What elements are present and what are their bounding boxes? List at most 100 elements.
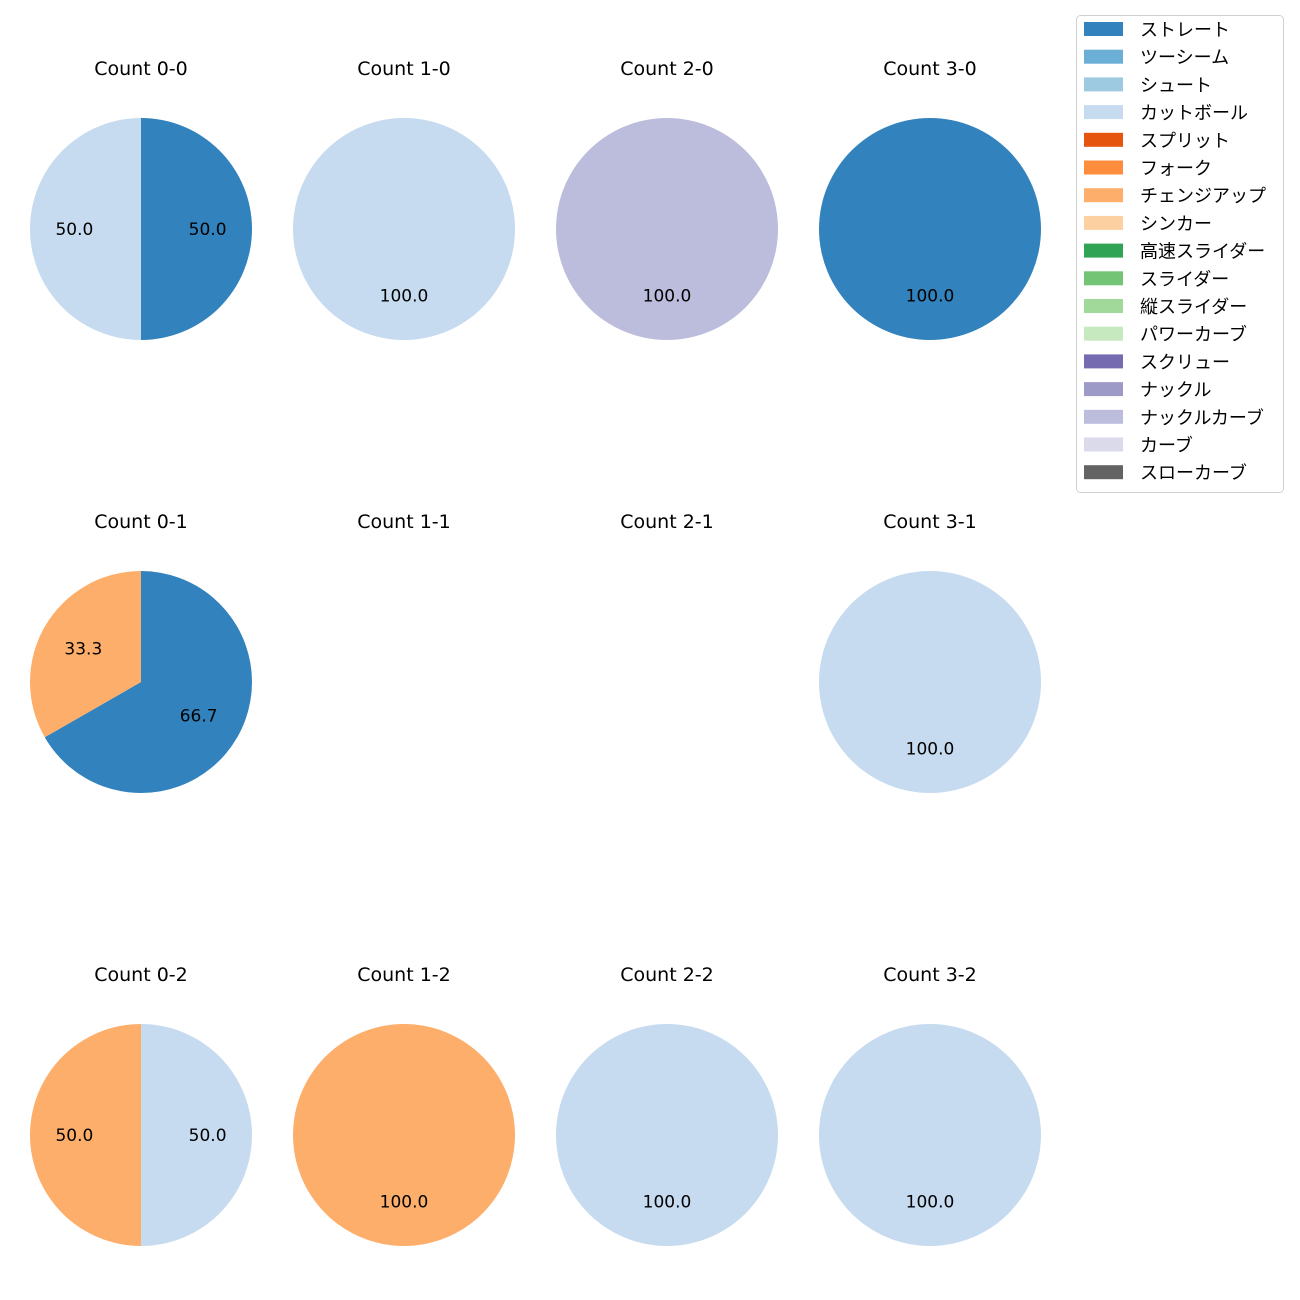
pie-title: Count 3-0 [883,58,977,80]
legend-swatch [1084,271,1123,286]
pie-slice [556,118,778,340]
pie-count-1-0: Count 1-0 100.0 [293,58,515,340]
legend-label: カットボール [1140,103,1248,124]
legend-label: ツーシーム [1140,48,1229,69]
pie-title: Count 2-0 [620,58,714,80]
legend-item: ストレート [1084,20,1230,41]
legend-label: スプリット [1140,131,1230,152]
pie-title: Count 3-1 [883,511,977,533]
legend-label: シンカー [1140,214,1212,235]
pie-title: Count 0-2 [94,964,188,986]
legend-item: 高速スライダー [1084,242,1265,263]
legend-item: スクリュー [1084,352,1230,373]
legend-item: シンカー [1084,214,1212,235]
legend-swatch [1084,105,1123,120]
pie-title: Count 2-2 [620,964,714,986]
pie-slice-label: 33.3 [64,640,102,660]
pie-title: Count 1-2 [357,964,451,986]
legend: ストレートツーシームシュートカットボールスプリットフォークチェンジアップシンカー… [1076,15,1284,493]
legend-label: ナックル [1140,380,1211,401]
pie-count-0-0: Count 0-0 50.0 50.0 [30,58,252,340]
pie-slice [293,118,515,340]
pie-slice [293,1024,515,1246]
legend-swatch [1084,22,1123,36]
pie-count-3-2: Count 3-2 100.0 [819,964,1041,1246]
pie-count-2-2: Count 2-2 100.0 [556,964,778,1246]
pie-slice-label: 50.0 [55,1126,93,1146]
pie-title: Count 2-1 [620,511,714,533]
legend-swatch [1084,188,1123,203]
legend-item: カーブ [1084,435,1193,457]
legend-item: スプリット [1084,131,1230,152]
pie-slice-label: 66.7 [180,706,218,726]
legend-item: チェンジアップ [1084,186,1266,207]
legend-label: スライダー [1140,269,1229,290]
legend-item: シュート [1084,75,1212,96]
legend-label: ナックルカーブ [1140,407,1264,429]
legend-label: カーブ [1140,435,1193,457]
pie-slice [30,118,141,340]
pie-slice-label: 50.0 [189,1126,227,1146]
legend-swatch [1084,215,1123,230]
pie-slice [44,571,252,793]
pie-count-3-0: Count 3-0 100.0 [819,58,1041,340]
legend-swatch [1084,160,1123,175]
legend-swatch [1084,437,1123,452]
legend-label: シュート [1140,75,1212,96]
legend-swatch [1084,354,1123,369]
pie-slice-label: 50.0 [55,220,93,240]
pie-count-0-2: Count 0-2 50.0 50.0 [30,964,252,1246]
legend-swatch [1084,326,1123,341]
legend-frame [1076,15,1284,493]
pie-slice-label: 100.0 [380,287,429,307]
legend-item: カットボール [1084,103,1248,124]
pie-slice [556,1024,778,1246]
pie-count-1-1: Count 1-1 [357,511,451,533]
pie-count-2-1: Count 2-1 [620,511,714,533]
pie-slice [141,118,252,340]
pie-slice [29,571,141,738]
pie-slice [30,1024,141,1246]
legend-item: 縦スライダー [1084,297,1247,318]
pie-slice-label: 100.0 [906,740,955,760]
legend-swatch [1084,243,1123,258]
legend-item: フォーク [1084,159,1212,180]
legend-item: スローカーブ [1084,462,1247,484]
pie-slice-label: 50.0 [189,220,227,240]
pie-slice [141,1024,252,1246]
pie-count-3-1: Count 3-1 100.0 [819,511,1041,793]
legend-swatch [1084,49,1123,64]
legend-swatch [1084,299,1123,313]
legend-item: ナックルカーブ [1084,407,1264,429]
pie-slice-label: 100.0 [906,1193,955,1213]
legend-label: スローカーブ [1140,462,1247,484]
pie-slice-label: 100.0 [380,1193,429,1213]
legend-label: フォーク [1140,159,1212,180]
legend-label: スクリュー [1140,352,1230,373]
pie-count-0-1: Count 0-1 66.7 33.3 [29,511,252,793]
legend-item: ナックル [1084,380,1211,401]
pie-slice-label: 100.0 [906,287,955,307]
legend-item: ツーシーム [1084,48,1229,69]
legend-swatch [1084,465,1123,480]
pie-count-1-2: Count 1-2 100.0 [293,964,515,1246]
pie-title: Count 1-0 [357,58,451,80]
legend-label: 高速スライダー [1140,242,1265,263]
pie-title: Count 1-1 [357,511,451,533]
pie-count-2-0: Count 2-0 100.0 [556,58,778,340]
legend-label: ストレート [1140,20,1230,41]
legend-label: パワーカーブ [1140,324,1247,346]
pie-title: Count 0-0 [94,58,188,80]
pie-slice [819,118,1041,340]
legend-label: 縦スライダー [1140,297,1247,318]
legend-swatch [1084,132,1123,147]
legend-swatch [1084,409,1123,424]
legend-item: パワーカーブ [1084,324,1247,346]
pie-slice [819,1024,1041,1246]
legend-swatch [1084,77,1123,92]
legend-label: チェンジアップ [1140,186,1266,207]
pie-slice [819,571,1041,793]
pie-title: Count 3-2 [883,964,977,986]
legend-swatch [1084,382,1123,397]
